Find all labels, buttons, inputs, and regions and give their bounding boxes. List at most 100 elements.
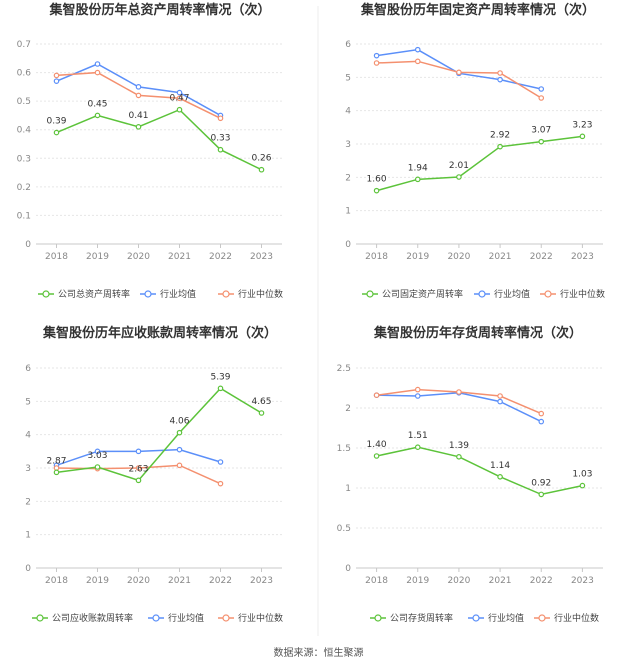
data-point-company	[53, 469, 60, 476]
legend-item-company[interactable]: 公司固定资产周转率	[362, 288, 463, 300]
data-label: 0.47	[169, 94, 189, 104]
data-point-median	[373, 60, 380, 66]
data-point-median	[456, 69, 462, 76]
legend-item-median[interactable]: 行业中位数	[534, 612, 599, 624]
y-tick-label: 5	[25, 397, 31, 407]
y-tick-label: 4	[345, 107, 351, 117]
chart-panel-4: 集智股份历年存货周转率情况（次） 0 0.5 1 1.5 2 2.5 2018 2019 2020…	[337, 325, 603, 624]
data-point-median	[373, 392, 380, 399]
x-tick-label: 2021	[489, 576, 512, 586]
legend-marker	[472, 614, 480, 622]
data-point-median	[217, 115, 224, 122]
y-tick-label: 2	[345, 173, 351, 183]
data-label: 0.45	[87, 99, 107, 109]
legend-label: 行业均值	[168, 612, 204, 624]
x-tick-label: 2022	[530, 252, 553, 262]
chart-panel-3: 集智股份历年应收账款周转率情况（次） 0 1 2 3 4 5 6 2018 2019 2020 202…	[25, 325, 283, 624]
y-tick-label: 0	[345, 240, 351, 250]
legend-item-company[interactable]: 公司总资产周转率	[38, 288, 130, 300]
data-point-median	[538, 410, 545, 417]
data-point-median	[94, 69, 101, 76]
y-tick-label: 1	[25, 531, 31, 541]
data-label: 1.03	[572, 470, 592, 480]
data-point-company	[94, 112, 101, 119]
legend-item-company[interactable]: 公司应收账款周转率	[32, 612, 133, 624]
x-tick-label: 2023	[250, 252, 273, 262]
data-point-company	[538, 138, 545, 145]
data-label: 1.60	[367, 175, 387, 185]
data-point-median	[414, 58, 421, 65]
data-label: 2.92	[490, 131, 510, 141]
y-tick-label: 1.5	[337, 444, 351, 454]
data-point-company	[258, 410, 265, 416]
legend-marker	[42, 290, 50, 298]
data-label: 0.26	[251, 154, 271, 164]
legend-label: 公司总资产周转率	[58, 288, 130, 300]
data-label: 2.87	[46, 456, 66, 466]
data-point-company	[176, 429, 183, 436]
y-tick-label: 5	[345, 73, 351, 83]
legend-marker	[152, 614, 160, 622]
data-label: 4.06	[169, 417, 189, 427]
data-label: 1.94	[408, 163, 428, 173]
legend-item-avg[interactable]: 行业均值	[468, 612, 524, 624]
y-tick-label: 4	[25, 431, 31, 441]
series-line-avg	[56, 63, 221, 117]
y-tick-label: 0	[25, 564, 31, 574]
data-point-company	[217, 385, 224, 392]
legend-item-median[interactable]: 行业中位数	[540, 288, 605, 300]
data-point-company	[414, 176, 421, 183]
x-tick-label: 2022	[209, 252, 232, 262]
legend-label: 行业均值	[160, 288, 196, 300]
data-label: 5.39	[210, 372, 230, 382]
data-point-avg	[94, 61, 101, 67]
x-tick-label: 2018	[365, 576, 388, 586]
data-point-company	[579, 133, 586, 140]
legend-marker	[374, 614, 382, 622]
data-point-median	[176, 462, 183, 469]
legend-item-avg[interactable]: 行业均值	[474, 288, 530, 300]
y-tick-label: 6	[25, 364, 31, 374]
legend-item-company[interactable]: 公司存货周转率	[370, 612, 453, 624]
data-label: 1.39	[449, 441, 469, 451]
data-source: 数据来源：恒生聚源	[274, 646, 364, 659]
y-tick-label: 0.6	[17, 69, 32, 79]
data-label: 1.14	[490, 461, 510, 471]
legend-label: 行业均值	[494, 288, 530, 300]
data-point-median	[497, 70, 503, 76]
legend-item-median[interactable]: 行业中位数	[218, 288, 283, 300]
legend-item-median[interactable]: 行业中位数	[218, 612, 283, 624]
data-point-median	[497, 393, 503, 399]
x-tick-label: 2022	[209, 576, 232, 586]
data-point-avg	[135, 448, 142, 455]
data-point-company	[258, 166, 265, 173]
data-point-company	[497, 143, 503, 150]
series-line-company	[376, 446, 583, 496]
legend-item-avg[interactable]: 行业均值	[148, 612, 204, 624]
y-tick-label: 0.5	[337, 524, 351, 534]
data-point-avg	[176, 89, 183, 96]
data-point-company	[135, 124, 142, 130]
data-point-company	[497, 473, 503, 480]
legend-label: 行业中位数	[560, 288, 605, 300]
x-tick-label: 2023	[250, 576, 273, 586]
legend-item-avg[interactable]: 行业均值	[140, 288, 196, 300]
data-point-avg	[497, 76, 503, 83]
legend-marker	[36, 614, 44, 622]
data-point-avg	[497, 398, 503, 405]
data-point-median	[176, 95, 183, 102]
series-line-avg	[376, 392, 542, 423]
legend-label: 行业中位数	[554, 612, 599, 624]
data-point-avg	[53, 78, 60, 84]
legend-label: 行业中位数	[238, 288, 283, 300]
data-point-company	[373, 187, 380, 194]
legend-marker	[366, 290, 374, 298]
x-tick-label: 2019	[406, 576, 429, 586]
data-label: 1.51	[408, 431, 428, 441]
legend-marker	[544, 290, 552, 298]
chart-panel-2: 集智股份历年固定资产周转率情况（次） 0 1 2 3 4 5 6 2018 2019 2020 202…	[345, 2, 605, 300]
data-point-avg	[94, 448, 101, 455]
legend-label: 行业均值	[488, 612, 524, 624]
x-tick-label: 2018	[45, 252, 68, 262]
